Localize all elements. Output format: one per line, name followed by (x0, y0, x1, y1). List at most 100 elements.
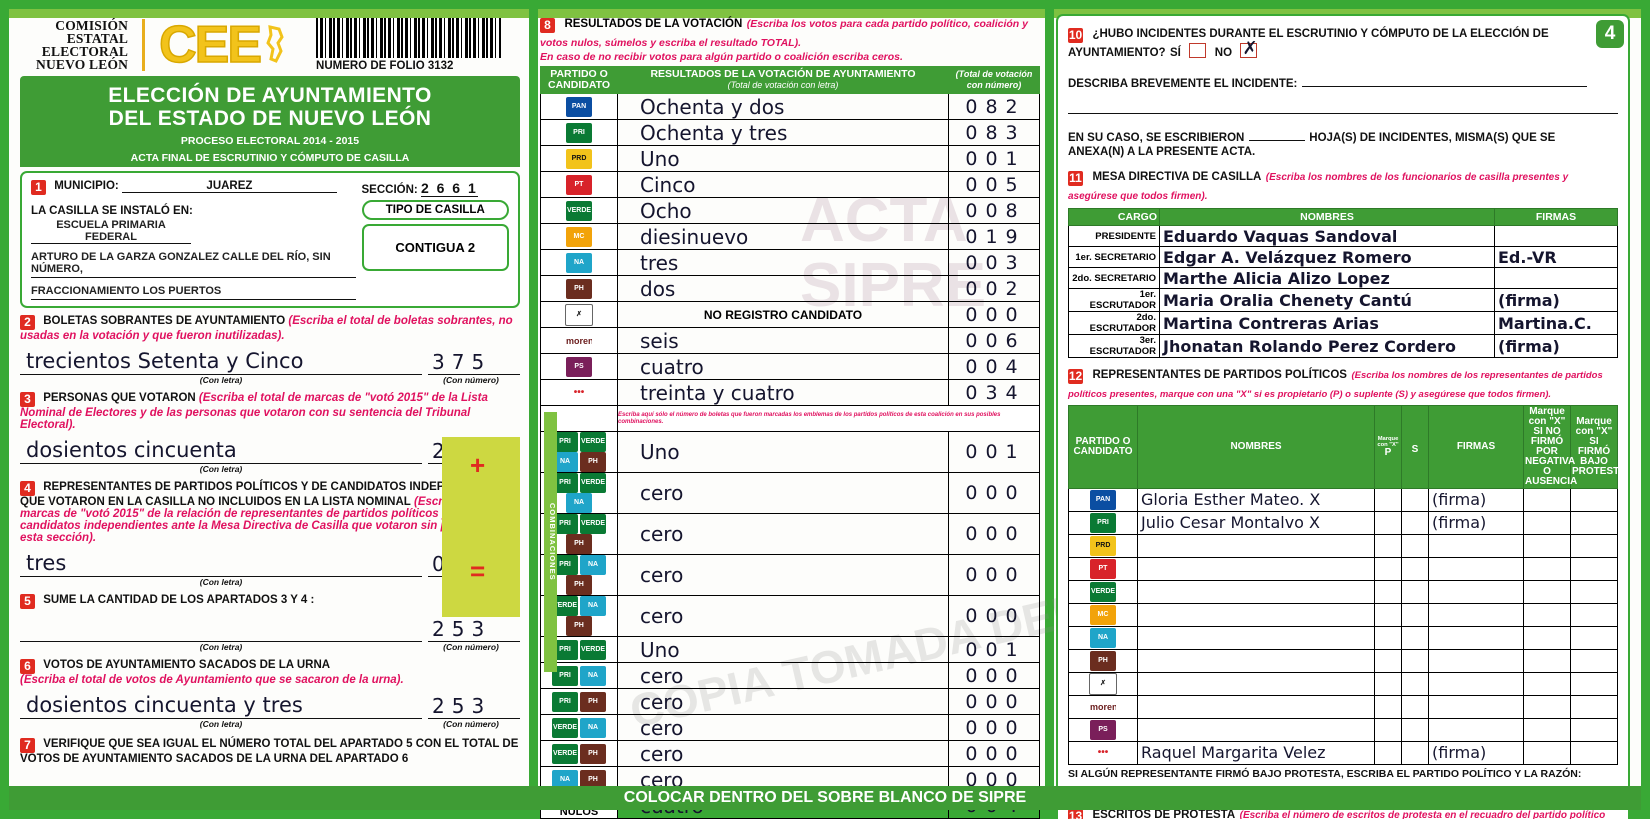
combo-row-letra[interactable]: cero (617, 595, 949, 637)
rep-row-firma[interactable]: (firma) (1428, 488, 1524, 512)
describe-value[interactable] (1301, 73, 1587, 87)
rep-row-p[interactable] (1374, 649, 1402, 673)
rep-row-s[interactable] (1401, 511, 1429, 535)
rep-row-firma[interactable] (1428, 695, 1524, 719)
rep-row-s[interactable] (1401, 718, 1429, 742)
combo-row-numero[interactable]: 000 (948, 595, 1040, 637)
votes-row-numero[interactable]: 082 (948, 93, 1040, 120)
votes-row-letra[interactable]: dos (617, 275, 949, 302)
no-checkbox[interactable]: ✗ (1240, 38, 1258, 59)
combo-row-numero[interactable]: 000 (948, 688, 1040, 715)
combo-row-numero[interactable]: 000 (948, 740, 1040, 767)
votes-row-numero[interactable]: 003 (948, 249, 1040, 276)
votes-row-numero[interactable]: 008 (948, 197, 1040, 224)
section-4-letra-field[interactable]: tres (20, 546, 422, 577)
rep-row-nombre[interactable]: Raquel Margarita Velez (1137, 741, 1375, 765)
rep-row-protesta[interactable] (1570, 718, 1618, 742)
combo-row-letra[interactable]: cero (617, 740, 949, 767)
combo-row-numero[interactable]: 000 (948, 513, 1040, 555)
mesa-row-firma[interactable]: (firma) (1494, 288, 1618, 312)
combo-row-letra[interactable]: Uno (617, 636, 949, 663)
rep-row-nofirmo[interactable] (1523, 649, 1571, 673)
section-2-letra-field[interactable]: trecientos Setenta y Cinco (20, 344, 422, 375)
votes-row-letra[interactable]: diesinuevo (617, 223, 949, 250)
mesa-row-firma[interactable] (1494, 225, 1618, 247)
votes-row-numero[interactable]: 034 (948, 379, 1040, 406)
rep-row-nombre[interactable] (1137, 534, 1375, 558)
rep-row-protesta[interactable] (1570, 741, 1618, 765)
votes-row-letra[interactable]: cuatro (617, 353, 949, 380)
rep-row-nombre[interactable] (1137, 649, 1375, 673)
rep-row-nofirmo[interactable] (1523, 741, 1571, 765)
rep-row-firma[interactable] (1428, 649, 1524, 673)
combo-row-letra[interactable]: cero (617, 662, 949, 689)
seccion-digits[interactable]: 2 6 6 1 (420, 180, 478, 197)
section-5-letra-field[interactable] (20, 611, 422, 642)
instalo-value-3[interactable]: FRACCIONAMIENTO LOS PUERTOS (31, 285, 356, 300)
rep-row-s[interactable] (1401, 488, 1429, 512)
votes-row-numero[interactable]: 001 (948, 145, 1040, 172)
rep-row-firma[interactable] (1428, 580, 1524, 604)
rep-row-nombre[interactable] (1137, 672, 1375, 696)
votes-row-numero[interactable]: 006 (948, 327, 1040, 354)
mesa-row-firma[interactable]: Ed.-VR (1494, 246, 1618, 268)
municipio-value[interactable]: JUAREZ (121, 180, 337, 193)
rep-row-p[interactable] (1374, 695, 1402, 719)
rep-row-protesta[interactable] (1570, 626, 1618, 650)
rep-row-nofirmo[interactable] (1523, 557, 1571, 581)
rep-row-nombre[interactable] (1137, 580, 1375, 604)
rep-row-s[interactable] (1401, 557, 1429, 581)
combo-row-numero[interactable]: 000 (948, 554, 1040, 596)
rep-row-p[interactable] (1374, 557, 1402, 581)
combo-row-numero[interactable]: 000 (948, 662, 1040, 689)
rep-row-firma[interactable] (1428, 534, 1524, 558)
rep-row-s[interactable] (1401, 603, 1429, 627)
rep-row-nombre[interactable] (1137, 626, 1375, 650)
combo-row-letra[interactable]: cero (617, 513, 949, 555)
votes-row-letra[interactable]: tres (617, 249, 949, 276)
votes-row-numero[interactable]: 019 (948, 223, 1040, 250)
rep-row-nombre[interactable] (1137, 557, 1375, 581)
mesa-row-nombre[interactable]: Martina Contreras Arias (1159, 311, 1495, 335)
votes-row-letra[interactable]: Ochenta y dos (617, 93, 949, 120)
rep-row-nombre[interactable] (1137, 603, 1375, 627)
combo-row-numero[interactable]: 001 (948, 636, 1040, 663)
rep-row-firma[interactable]: (firma) (1428, 741, 1524, 765)
rep-row-firma[interactable] (1428, 718, 1524, 742)
rep-row-s[interactable] (1401, 534, 1429, 558)
rep-row-protesta[interactable] (1570, 534, 1618, 558)
votes-row-numero[interactable]: 002 (948, 275, 1040, 302)
rep-row-firma[interactable] (1428, 603, 1524, 627)
votes-row-letra[interactable]: seis (617, 327, 949, 354)
rep-row-nofirmo[interactable] (1523, 580, 1571, 604)
describe-value-line2[interactable] (1068, 99, 1618, 114)
votes-row-letra[interactable]: Ocho (617, 197, 949, 224)
rep-row-nofirmo[interactable] (1523, 534, 1571, 558)
votes-row-numero[interactable]: 083 (948, 119, 1040, 146)
rep-row-protesta[interactable] (1570, 580, 1618, 604)
rep-row-p[interactable] (1374, 580, 1402, 604)
rep-row-nofirmo[interactable] (1523, 626, 1571, 650)
mesa-row-nombre[interactable]: Eduardo Vaquas Sandoval (1159, 225, 1495, 247)
mesa-row-firma[interactable]: (firma) (1494, 334, 1618, 358)
combo-row-letra[interactable]: cero (617, 472, 949, 514)
rep-row-p[interactable] (1374, 534, 1402, 558)
rep-row-nombre[interactable]: Gloria Esther Mateo. X (1137, 488, 1375, 512)
rep-row-nombre[interactable] (1137, 695, 1375, 719)
rep-row-firma[interactable] (1428, 557, 1524, 581)
rep-row-s[interactable] (1401, 649, 1429, 673)
rep-row-s[interactable] (1401, 741, 1429, 765)
votes-row-numero[interactable]: 004 (948, 353, 1040, 380)
rep-row-nombre[interactable] (1137, 718, 1375, 742)
rep-row-firma[interactable]: (firma) (1428, 511, 1524, 535)
section-2-numero-field[interactable]: 375 (428, 344, 520, 375)
rep-row-p[interactable] (1374, 672, 1402, 696)
rep-row-protesta[interactable] (1570, 695, 1618, 719)
mesa-row-nombre[interactable]: Edgar A. Velázquez Romero (1159, 246, 1495, 268)
section-5-numero-field[interactable]: 253 (428, 611, 520, 642)
rep-row-firma[interactable] (1428, 626, 1524, 650)
rep-row-protesta[interactable] (1570, 649, 1618, 673)
instalo-value-2[interactable]: ARTURO DE LA GARZA GONZALEZ CALLE DEL RÍ… (31, 251, 356, 278)
rep-row-nombre[interactable]: Julio Cesar Montalvo X (1137, 511, 1375, 535)
rep-row-protesta[interactable] (1570, 488, 1618, 512)
